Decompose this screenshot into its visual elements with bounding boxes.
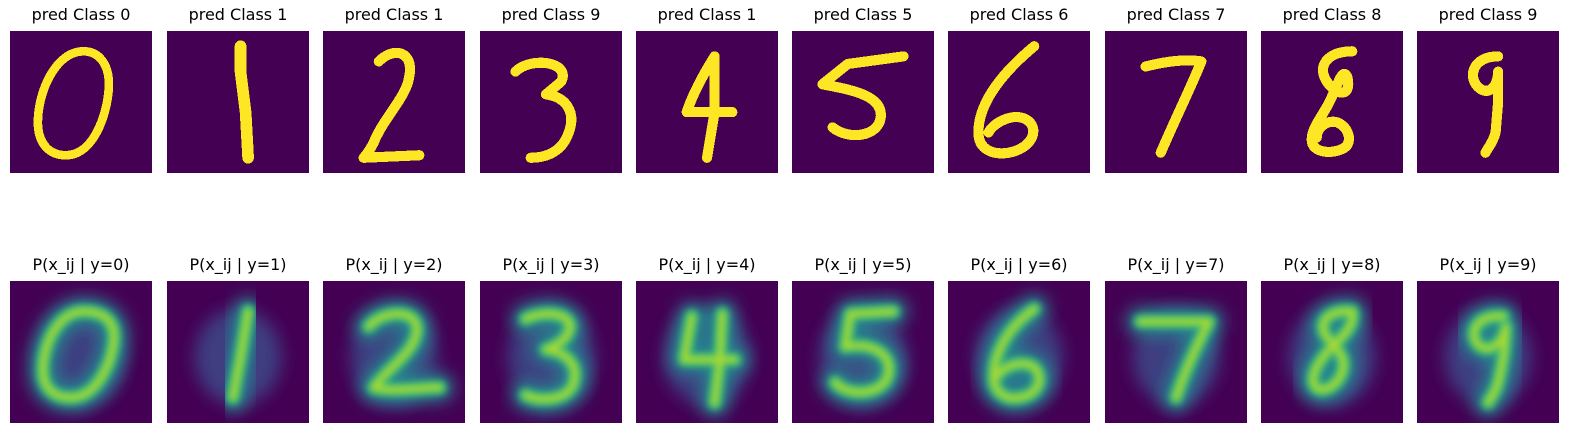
heatmap-core [831, 308, 897, 396]
probability-title: P(x_ij | y=7) [1127, 255, 1225, 274]
probability-panel-8: P(x_ij | y=8) [1261, 250, 1403, 430]
sample-panel-0: pred Class 0 [10, 0, 152, 180]
heatmap-core [365, 310, 443, 394]
probability-title: P(x_ij | y=0) [32, 255, 130, 274]
probability-panel-6: P(x_ij | y=6) [948, 250, 1090, 430]
probability-title: P(x_ij | y=3) [502, 255, 600, 274]
probability-heatmap [792, 281, 934, 423]
heatmap-core [990, 305, 1043, 402]
sample-title: pred Class 1 [657, 5, 757, 24]
heatmap-core [680, 310, 739, 407]
probability-panel-5: P(x_ij | y=5) [792, 250, 934, 430]
digit-stroke [234, 40, 254, 164]
sample-title: pred Class 8 [1282, 5, 1382, 24]
probability-panel-7: P(x_ij | y=7) [1105, 250, 1247, 430]
digit-stroke [1306, 46, 1358, 157]
sample-image [1105, 31, 1247, 173]
probability-panel-9: P(x_ij | y=9) [1417, 250, 1559, 430]
sample-panel-3: pred Class 9 [480, 0, 622, 180]
sample-image [1261, 31, 1403, 173]
heatmap-core [1137, 318, 1213, 401]
probability-title: P(x_ij | y=9) [1439, 255, 1537, 274]
digit-stroke [817, 51, 909, 141]
sample-image [323, 31, 465, 173]
probability-heatmap [948, 281, 1090, 423]
sample-image [480, 31, 622, 173]
sample-image [792, 31, 934, 173]
sample-panel-9: pred Class 9 [1417, 0, 1559, 180]
sample-panel-4: pred Class 1 [636, 0, 778, 180]
probability-title: P(x_ij | y=2) [345, 255, 443, 274]
sample-images-row: pred Class 0 pred Class 1 pred Class 1 p… [0, 0, 1590, 180]
sample-panel-7: pred Class 7 [1105, 0, 1247, 180]
digit-stroke [1468, 51, 1504, 158]
digit-stroke [33, 46, 114, 160]
heatmap-core [39, 308, 118, 401]
digit-stroke [358, 47, 425, 163]
sample-image [167, 31, 309, 173]
sample-title: pred Class 9 [501, 5, 601, 24]
sample-panel-5: pred Class 5 [792, 0, 934, 180]
sample-image [948, 31, 1090, 173]
probability-panel-1: P(x_ij | y=1) [167, 250, 309, 430]
probability-heatmap [1261, 281, 1403, 423]
probability-heatmap [480, 281, 622, 423]
sample-panel-1: pred Class 1 [167, 0, 309, 180]
probability-panel-2: P(x_ij | y=2) [323, 250, 465, 430]
digit-stroke [681, 51, 738, 163]
probability-heatmap [1417, 281, 1559, 423]
sample-image [1417, 31, 1559, 173]
probability-panel-4: P(x_ij | y=4) [636, 250, 778, 430]
image-background [1105, 31, 1247, 173]
sample-image [636, 31, 778, 173]
probability-title: P(x_ij | y=8) [1283, 255, 1381, 274]
image-background [792, 31, 934, 173]
sample-title: pred Class 6 [969, 5, 1069, 24]
probability-title: P(x_ij | y=6) [970, 255, 1068, 274]
probability-heatmap [636, 281, 778, 423]
probability-heatmap [167, 281, 309, 423]
probability-heatmap [323, 281, 465, 423]
sample-panel-6: pred Class 6 [948, 0, 1090, 180]
probability-panel-3: P(x_ij | y=3) [480, 250, 622, 430]
probability-panel-0: P(x_ij | y=0) [10, 250, 152, 430]
heatmap-core [522, 310, 579, 403]
probability-heatmap [10, 281, 152, 423]
class-probability-row: P(x_ij | y=0) P(x_ij | y=1) P(x_ij | y=2… [0, 250, 1590, 430]
probability-title: P(x_ij | y=1) [189, 255, 287, 274]
sample-title: pred Class 1 [344, 5, 444, 24]
digit-stroke [510, 57, 577, 163]
sample-panel-2: pred Class 1 [323, 0, 465, 180]
digit-stroke [973, 41, 1040, 159]
heatmap-core [1309, 307, 1356, 393]
sample-title: pred Class 1 [188, 5, 288, 24]
heatmap-core [229, 308, 252, 401]
sample-panel-8: pred Class 8 [1261, 0, 1403, 180]
sample-title: pred Class 0 [31, 5, 131, 24]
sample-image [10, 31, 152, 173]
heatmap-core [1470, 313, 1510, 407]
probability-title: P(x_ij | y=5) [814, 255, 912, 274]
sample-title: pred Class 7 [1126, 5, 1226, 24]
digit-stroke [1140, 55, 1207, 158]
probability-heatmap [1105, 281, 1247, 423]
sample-title: pred Class 5 [813, 5, 913, 24]
probability-title: P(x_ij | y=4) [658, 255, 756, 274]
sample-title: pred Class 9 [1438, 5, 1538, 24]
